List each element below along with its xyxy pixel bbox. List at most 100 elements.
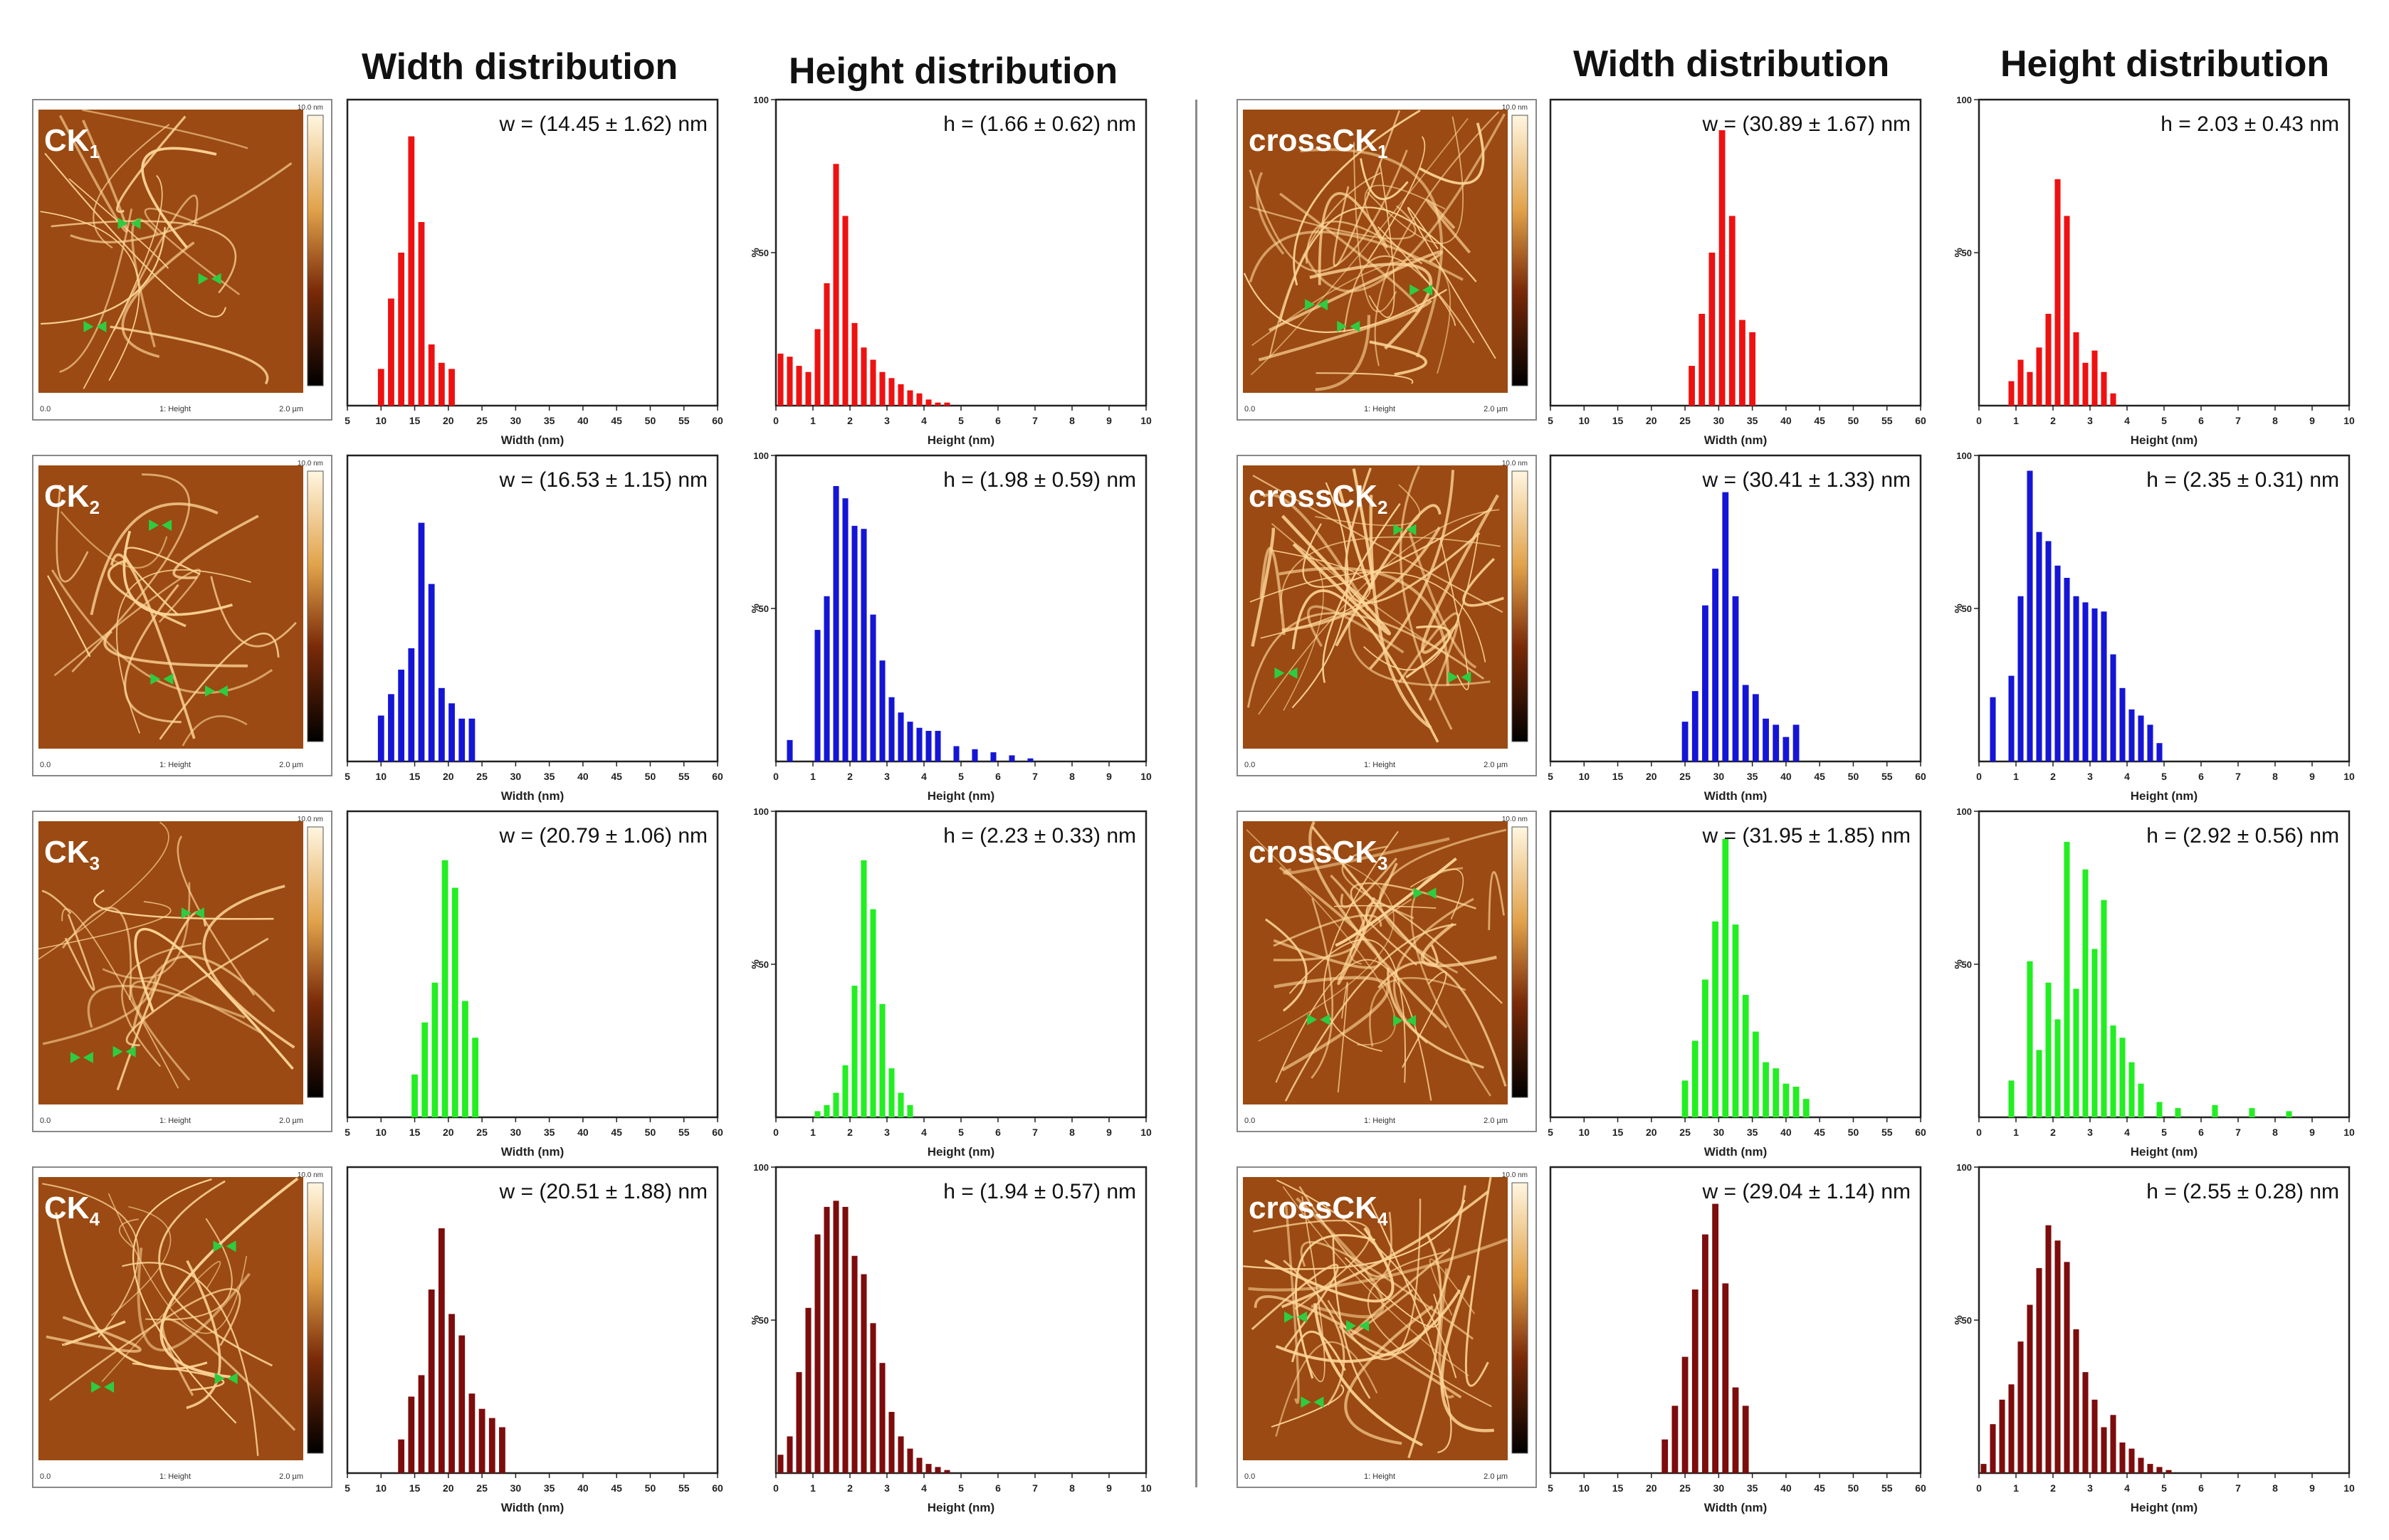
x-tick-label: 2 (2050, 415, 2056, 426)
afm-arrow-marker (117, 217, 141, 229)
afm-fibril (1322, 502, 1401, 683)
histogram-bar (499, 1427, 505, 1473)
afm-fibril (1284, 923, 1456, 1102)
histogram-bar (1742, 995, 1749, 1117)
afm-image-crossCK3: 10.0 nm 0.0 1: Height 2.0 µm crossCK3 (1236, 811, 1537, 1132)
x-tick-label: 1 (810, 771, 816, 782)
histogram-bar (1782, 1083, 1790, 1117)
x-tick-label: 0 (773, 1482, 779, 1494)
afm-fibril (1249, 571, 1486, 663)
x-tick-label: 10 (1140, 771, 1152, 782)
afm-fibril (1281, 526, 1442, 632)
histogram-bar (1732, 596, 1739, 761)
scale-right-label: 2.0 µm (1484, 1472, 1508, 1481)
afm-fibril (42, 976, 157, 1045)
afm-fibril (41, 226, 166, 325)
x-tick-label: 40 (577, 415, 589, 426)
color-bar (307, 826, 324, 1098)
afm-arrow-marker (1413, 887, 1437, 900)
y-tick-label: 50 (1962, 1315, 1972, 1326)
afm-fibril (110, 325, 269, 385)
histogram-bar (418, 1375, 425, 1473)
y-axis-label: % (1953, 959, 1965, 969)
afm-fibril (186, 1260, 221, 1410)
afm-fibril (1402, 971, 1447, 1068)
plot-frame (1978, 454, 2351, 763)
histogram-bar (870, 909, 876, 1117)
x-axis-label: Width (nm) (501, 433, 565, 447)
x-tick-label: 15 (1612, 771, 1624, 782)
histogram-bar (451, 887, 458, 1117)
histogram-bar (2175, 1108, 2181, 1117)
histogram-bar (879, 660, 886, 761)
scale-right-label: 2.0 µm (1484, 1117, 1508, 1125)
x-tick-label: 2 (2050, 1482, 2056, 1494)
histogram-bar (2036, 1050, 2042, 1117)
histogram-bar (1702, 979, 1708, 1117)
x-tick-label: 4 (2124, 1482, 2130, 1494)
histogram-bar (1681, 1080, 1689, 1117)
x-tick-label: 55 (678, 1482, 690, 1494)
histogram-bar (1708, 253, 1716, 406)
scale-right-label: 2.0 µm (279, 1117, 303, 1125)
x-tick-label: 20 (1646, 1127, 1657, 1138)
x-tick-label: 8 (1069, 1482, 1075, 1494)
y-tick-label: 50 (759, 959, 769, 970)
afm-fibril (107, 559, 187, 628)
x-tick-label: 25 (476, 415, 488, 426)
histogram-bar (2101, 900, 2107, 1117)
x-tick-label: 1 (2013, 415, 2019, 426)
x-tick-label: 20 (1646, 415, 1657, 426)
histogram-CK1-width: 5 10 15 20 25 30 35 40 45 50 55 60 Width (nm) w = (14… (345, 98, 723, 447)
afm-fibril (1243, 273, 1448, 333)
x-tick-label: 5 (345, 1482, 350, 1494)
histogram-bar (1728, 216, 1736, 406)
x-tick-label: 0 (773, 1127, 779, 1138)
x-tick-label: 55 (678, 1127, 690, 1138)
afm-fibril (1327, 1198, 1422, 1361)
histogram-bar (408, 648, 415, 761)
afm-fibril (121, 942, 202, 1067)
x-tick-label: 6 (995, 1482, 1001, 1494)
afm-fibril (1367, 116, 1464, 244)
histogram-bar (2110, 393, 2116, 406)
histogram-bar (468, 718, 476, 761)
x-tick-label: 25 (1679, 771, 1691, 782)
x-tick-label: 0 (1976, 1482, 1982, 1494)
x-tick-label: 45 (1814, 415, 1825, 426)
afm-fibril (1369, 340, 1428, 376)
afm-fibril (145, 1218, 233, 1321)
afm-fibril (1338, 1185, 1466, 1356)
sample-label: CK1 (44, 123, 100, 162)
histogram-bar (907, 1448, 913, 1473)
histogram-bar (1732, 924, 1739, 1117)
histogram-bar (2073, 1329, 2079, 1473)
x-tick-label: 7 (1032, 1127, 1038, 1138)
x-tick-label: 25 (476, 771, 488, 782)
scale-right-label: 2.0 µm (1484, 405, 1508, 413)
afm-arrow-marker (91, 1381, 115, 1393)
x-tick-label: 40 (1780, 771, 1792, 782)
x-tick-label: 60 (712, 771, 723, 782)
histogram-bar (1722, 492, 1729, 761)
histogram-bar (2082, 362, 2089, 406)
histogram-bar (2027, 961, 2033, 1117)
x-tick-label: 2 (2050, 771, 2056, 782)
afm-fibril (1408, 532, 1477, 669)
afm-fibril (1293, 109, 1421, 286)
x-tick-label: 15 (1612, 415, 1624, 426)
afm-fibril (1283, 1260, 1345, 1405)
x-tick-label: 55 (678, 771, 690, 782)
histogram-bar (898, 1092, 904, 1117)
stats-annotation: h = 2.03 ± 0.43 nm (2160, 112, 2339, 136)
histogram-bar (448, 1314, 455, 1473)
afm-fibril (1256, 172, 1285, 255)
histogram-bar (842, 498, 849, 761)
histogram-crossCK2-height: 0 1 2 3 4 5 6 7 8 9 10 Height (nm) 50 100% h = (2.35 ±… (1953, 450, 2355, 803)
afm-fibril (1397, 612, 1460, 701)
sample-label: crossCK1 (1249, 123, 1387, 162)
afm-fibril (1438, 1268, 1455, 1398)
x-tick-label: 2 (847, 1482, 853, 1494)
stats-annotation: w = (31.95 ± 1.85) nm (1702, 824, 1911, 848)
histogram-bar (861, 347, 867, 406)
